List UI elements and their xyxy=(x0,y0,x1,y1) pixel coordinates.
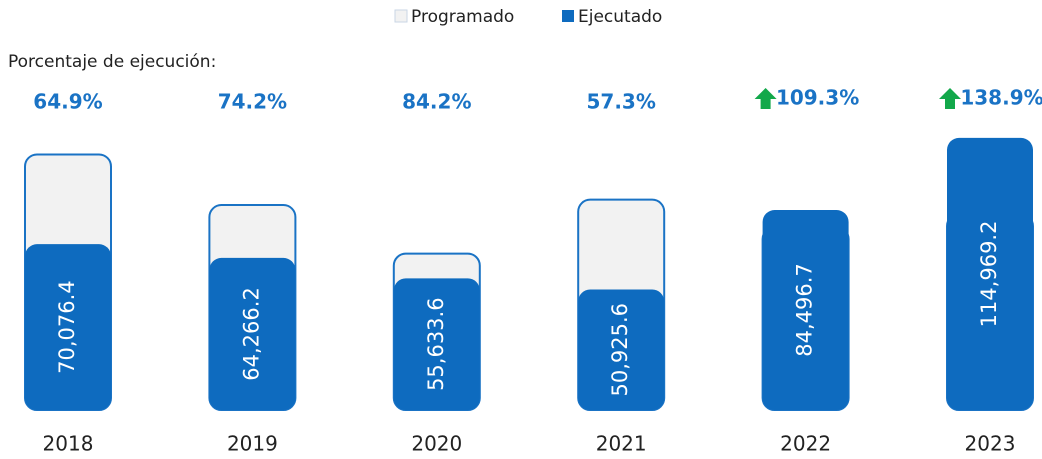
value-label: 64,266.2 xyxy=(239,287,263,381)
value-label: 50,925.6 xyxy=(608,303,632,397)
x-tick-label: 2020 xyxy=(411,432,462,456)
x-tick-label: 2023 xyxy=(965,432,1016,456)
rate-label: 109.3% xyxy=(776,86,859,110)
legend-label: Programado xyxy=(411,7,514,27)
legend-label: Ejecutado xyxy=(578,7,662,27)
bar-ejecutado xyxy=(762,210,849,410)
value-label: 114,969.2 xyxy=(977,221,1001,328)
value-label: 84,496.7 xyxy=(793,263,817,357)
value-label: 70,076.4 xyxy=(55,280,79,374)
rate-label: 57.3% xyxy=(587,90,656,114)
x-tick-label: 2022 xyxy=(780,432,831,456)
bar-ejecutado xyxy=(947,137,1033,410)
legend-swatch xyxy=(394,9,408,23)
x-tick-label: 2019 xyxy=(227,432,278,456)
bar-ejecutado xyxy=(393,278,480,410)
rate-label: 64.9% xyxy=(33,90,102,114)
x-tick-label: 2018 xyxy=(43,432,94,456)
bar-ejecutado xyxy=(578,289,665,410)
bar-ejecutado xyxy=(209,257,296,410)
rate-title: Porcentaje de ejecución: xyxy=(8,52,216,72)
rate-label: 138.9% xyxy=(960,86,1042,110)
value-label: 55,633.6 xyxy=(424,297,448,391)
rate-label: 84.2% xyxy=(402,90,471,114)
bar-ejecutado xyxy=(25,244,111,410)
rate-label: 74.2% xyxy=(218,90,287,114)
up-arrow xyxy=(939,88,961,109)
up-arrow xyxy=(754,88,777,109)
x-tick-label: 2021 xyxy=(596,432,647,456)
legend-swatch xyxy=(562,10,574,22)
